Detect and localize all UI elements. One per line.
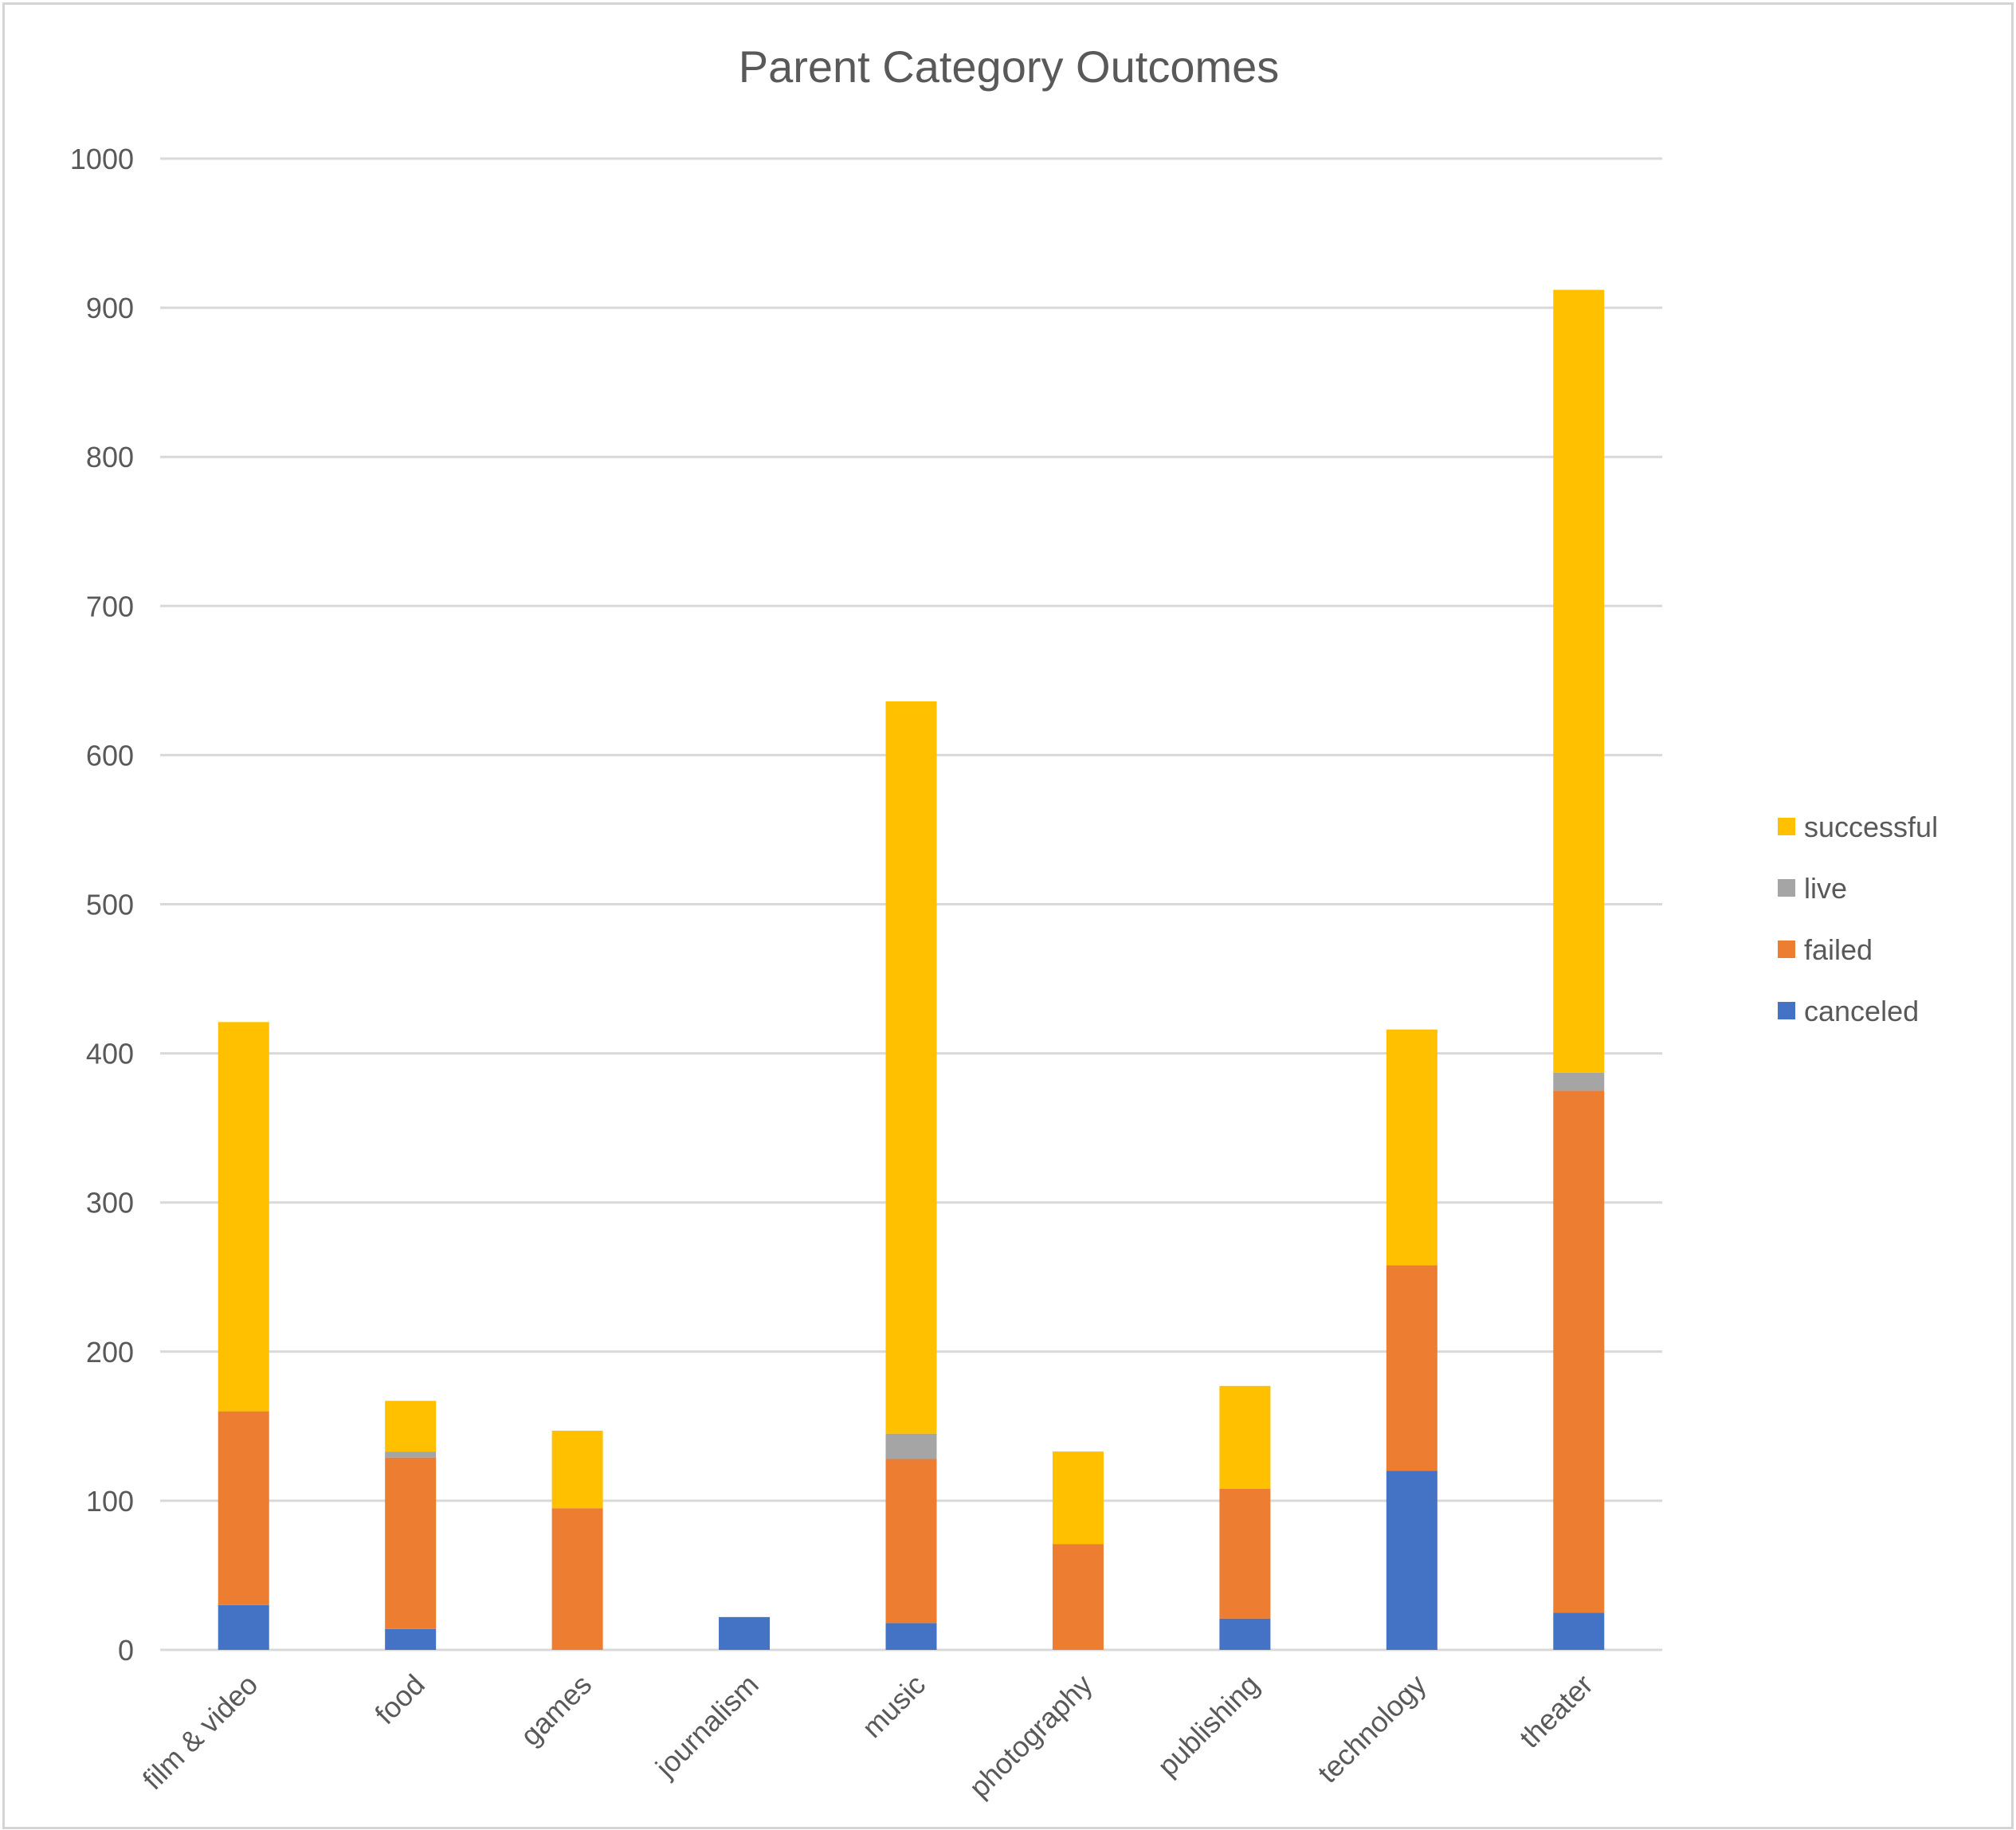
bar-live-4: [885, 1433, 937, 1459]
legend-swatch-live: [1778, 879, 1795, 897]
bar-canceled-0: [218, 1604, 269, 1650]
x-axis-ticks: film & video food games journalism music phot…: [136, 1668, 1599, 1804]
x-tick-label: photography: [963, 1668, 1099, 1804]
bar-live-1: [385, 1451, 437, 1458]
legend-swatch-successful: [1778, 818, 1795, 835]
bar-live-8: [1553, 1072, 1605, 1091]
y-tick-label: 0: [118, 1634, 134, 1667]
y-tick-label: 600: [86, 739, 134, 772]
legend-swatch-canceled: [1778, 1002, 1795, 1019]
legend-label-failed: failed: [1804, 933, 1873, 966]
bar-canceled-4: [885, 1623, 937, 1650]
bar-successful-6: [1219, 1385, 1271, 1489]
y-axis-ticks: 0 100 200 300 400 500 600 700 800 900 1000: [70, 143, 134, 1667]
bar-failed-6: [1219, 1488, 1271, 1619]
bar-canceled-7: [1386, 1471, 1437, 1650]
bar-successful-2: [551, 1430, 603, 1509]
y-tick-label: 100: [86, 1485, 134, 1518]
bar-failed-4: [885, 1459, 937, 1624]
legend-label-successful: successful: [1804, 811, 1938, 843]
bar-failed-0: [218, 1411, 269, 1605]
legend-label-live: live: [1804, 872, 1847, 905]
bar-successful-4: [885, 701, 937, 1434]
y-tick-label: 900: [86, 292, 134, 324]
legend-swatch-failed: [1778, 941, 1795, 958]
legend: successful live failed canceled: [1778, 811, 1938, 1027]
x-tick-label: food: [368, 1668, 431, 1731]
bar-failed-5: [1052, 1544, 1104, 1650]
bar-successful-7: [1386, 1029, 1437, 1266]
bar-successful-5: [1052, 1451, 1104, 1545]
y-tick-label: 200: [86, 1336, 134, 1369]
x-tick-label: games: [514, 1668, 598, 1752]
y-tick-label: 300: [86, 1187, 134, 1219]
legend-label-canceled: canceled: [1804, 995, 1919, 1027]
x-tick-label: technology: [1311, 1668, 1432, 1789]
bar-canceled-3: [719, 1616, 771, 1650]
y-tick-label: 700: [86, 590, 134, 622]
bar-failed-2: [551, 1508, 603, 1650]
x-tick-label: film & video: [136, 1668, 265, 1797]
x-tick-label: music: [856, 1668, 932, 1744]
x-tick-label: theater: [1513, 1668, 1599, 1754]
bar-failed-8: [1553, 1090, 1605, 1613]
y-tick-label: 400: [86, 1038, 134, 1070]
bar-failed-1: [385, 1457, 437, 1629]
y-tick-label: 500: [86, 889, 134, 921]
y-tick-label: 1000: [70, 143, 134, 175]
chart: Parent Category Outcomes 0 100 200 300 400 50…: [70, 41, 1938, 1804]
y-tick-label: 800: [86, 441, 134, 473]
bar-successful-0: [218, 1022, 269, 1412]
x-tick-label: publishing: [1151, 1668, 1265, 1783]
bars: [218, 289, 1605, 1650]
x-tick-label: journalism: [649, 1668, 765, 1785]
bar-canceled-1: [385, 1628, 437, 1650]
bar-canceled-6: [1219, 1618, 1271, 1650]
chart-title: Parent Category Outcomes: [739, 41, 1280, 92]
bar-successful-1: [385, 1400, 437, 1452]
bar-successful-8: [1553, 289, 1605, 1073]
bar-failed-7: [1386, 1265, 1437, 1471]
bar-canceled-8: [1553, 1612, 1605, 1650]
